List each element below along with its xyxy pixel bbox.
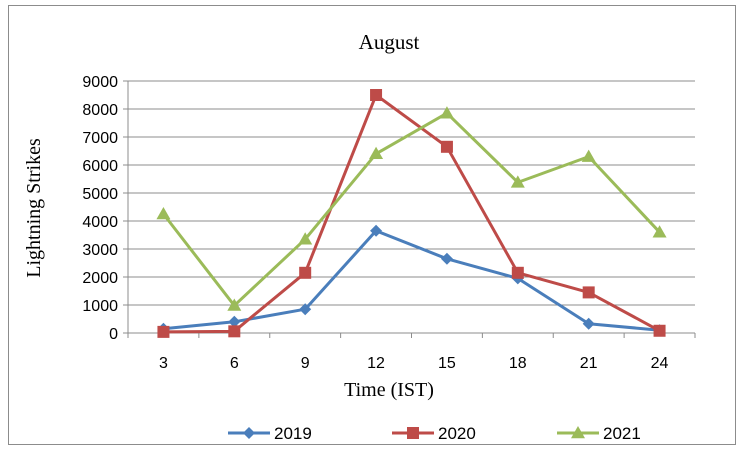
y-axis-label: Lightning Strikes	[23, 138, 45, 278]
data-point-2020	[440, 140, 453, 153]
x-tick-label: 12	[367, 355, 385, 372]
series-2020	[157, 89, 666, 338]
x-tick-label: 3	[159, 355, 168, 372]
y-tick-label: 4000	[82, 214, 118, 231]
y-tick-label: 5000	[82, 186, 118, 203]
data-point-2021	[510, 175, 525, 188]
y-tick-label: 1000	[82, 298, 118, 315]
legend-label: 2021	[603, 424, 641, 443]
series-line-2019	[163, 229, 660, 332]
data-point-2020	[299, 266, 312, 279]
chart-frame	[8, 5, 736, 445]
data-point-2020	[653, 324, 666, 337]
legend-marker	[407, 427, 419, 439]
x-tick-label: 9	[301, 355, 310, 372]
x-tick-label: 6	[230, 355, 239, 372]
legend-item-2019: 2019	[228, 424, 312, 443]
legend-item-2021: 2021	[557, 424, 641, 443]
gridlines	[128, 80, 695, 306]
y-tick-label: 0	[109, 326, 118, 343]
data-point-2020	[582, 286, 595, 299]
data-point-2021	[581, 149, 596, 162]
series-2021	[156, 106, 667, 311]
y-tick-label: 6000	[82, 158, 118, 175]
data-point-2019	[299, 303, 312, 316]
x-tick-label: 24	[651, 355, 669, 372]
chart-title: August	[359, 30, 420, 54]
y-tick-label: 7000	[82, 130, 118, 147]
x-tick-label: 21	[580, 355, 598, 372]
series-layer	[156, 89, 667, 338]
legend: 2019 2020 2021	[228, 424, 641, 443]
legend-label: 2020	[438, 424, 476, 443]
axes: 0 1000 2000 3000 4000 5000 6000 7000 8000 9000 3 6 9…	[82, 74, 696, 372]
legend-marker	[243, 427, 255, 439]
data-point-2020	[228, 325, 241, 338]
data-point-2021	[439, 106, 454, 119]
data-point-2019	[228, 315, 241, 328]
data-point-2019	[582, 317, 595, 330]
y-tick-label: 9000	[82, 74, 118, 91]
legend-marker	[571, 426, 585, 439]
y-tick-label: 2000	[82, 270, 118, 287]
series-line-2021	[162, 111, 661, 308]
data-point-2019	[370, 224, 383, 237]
data-point-2020	[157, 325, 170, 338]
series-2019	[157, 224, 666, 337]
data-point-2020	[370, 89, 383, 101]
data-point-2020	[511, 266, 524, 279]
data-point-2021	[652, 225, 667, 238]
data-point-2021	[298, 232, 313, 245]
x-tick-label: 15	[438, 355, 456, 372]
x-tick-label: 18	[509, 355, 527, 372]
series-line-2020	[163, 93, 661, 334]
legend-item-2020: 2020	[392, 424, 476, 443]
y-tick-label: 3000	[82, 242, 118, 259]
x-axis-label: Time (IST)	[344, 379, 434, 401]
data-point-2021	[156, 207, 171, 220]
legend-label: 2019	[274, 424, 312, 443]
y-tick-label: 8000	[82, 102, 118, 119]
data-point-2021	[369, 146, 384, 160]
data-point-2021	[227, 298, 242, 311]
data-point-2019	[440, 252, 453, 265]
